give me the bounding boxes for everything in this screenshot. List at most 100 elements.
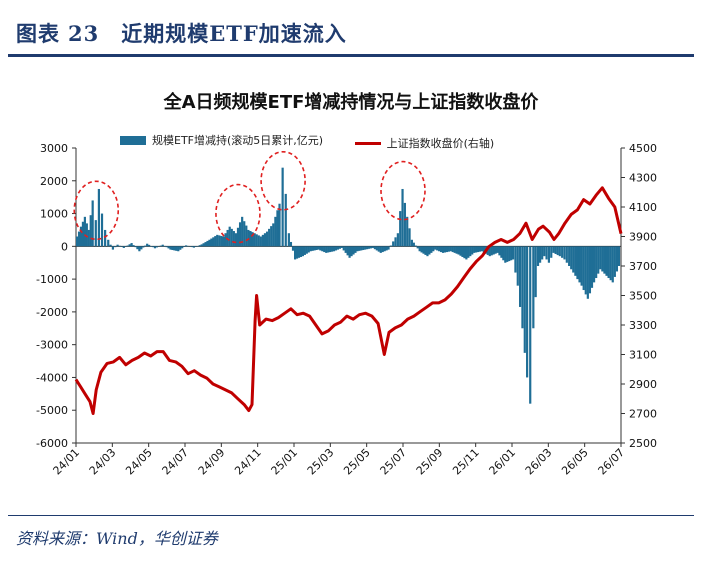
bar — [272, 223, 275, 247]
bar — [377, 246, 380, 252]
y-right-tick-label: 3500 — [629, 290, 657, 303]
bar — [325, 246, 328, 253]
source-note: 资料来源：Wind，华创证券 — [16, 529, 218, 548]
bar — [140, 246, 143, 250]
y-right-tick-label: 2500 — [629, 437, 657, 450]
bar — [603, 246, 606, 274]
bar — [394, 237, 397, 247]
highlight-circle — [260, 150, 306, 211]
x-tick-label: 24/05 — [123, 446, 155, 478]
bar — [323, 246, 326, 253]
bar — [459, 246, 462, 256]
bar — [615, 246, 619, 272]
x-tick-label: 24/03 — [87, 446, 119, 478]
x-tick-label: 25/07 — [378, 446, 410, 478]
bar — [358, 246, 361, 251]
bar — [261, 234, 265, 247]
x-tick-label: 26/03 — [523, 446, 555, 478]
bar — [607, 246, 610, 279]
bar — [434, 246, 437, 250]
bar — [255, 234, 258, 247]
bar — [222, 236, 225, 247]
highlight-circle — [380, 160, 426, 221]
bar — [369, 246, 373, 249]
bar — [334, 246, 338, 251]
bar — [165, 246, 168, 248]
y-right-tick-label: 4300 — [629, 172, 657, 185]
bar — [422, 246, 425, 254]
bar — [586, 246, 589, 299]
bar — [206, 240, 209, 247]
bar — [198, 245, 201, 247]
bar — [249, 231, 252, 247]
bar — [315, 246, 318, 251]
bar — [461, 246, 464, 257]
bar — [455, 246, 458, 254]
bar — [592, 246, 596, 283]
bar — [291, 246, 295, 251]
bar — [494, 246, 497, 254]
bar — [161, 244, 164, 247]
bar — [104, 229, 107, 247]
header-rule — [8, 54, 694, 57]
highlight-circle — [215, 183, 261, 244]
bar — [420, 246, 423, 253]
x-tick-label: 25/01 — [269, 446, 301, 478]
bar — [204, 242, 207, 247]
bar — [120, 246, 123, 247]
bar — [83, 216, 86, 247]
y-right-tick-label: 2900 — [629, 378, 657, 391]
bar — [138, 246, 141, 252]
bar — [348, 246, 351, 258]
figure-title: 图表 23 近期规模ETF加速流入 — [16, 18, 347, 48]
bar — [486, 246, 489, 255]
bar — [132, 245, 135, 247]
bar — [356, 246, 359, 252]
bar — [498, 246, 501, 256]
bar — [445, 246, 449, 253]
x-tick-label: 26/05 — [559, 446, 591, 478]
bar — [344, 246, 347, 253]
bar — [410, 239, 413, 247]
bar — [408, 228, 411, 247]
legend-item-line: 上证指数收盘价(右轴) — [354, 135, 495, 151]
bar — [350, 246, 353, 257]
bar — [329, 246, 332, 253]
bar — [97, 188, 100, 247]
bar — [122, 246, 125, 248]
bar — [226, 229, 229, 247]
bar — [155, 246, 159, 248]
bar — [317, 246, 320, 250]
bar — [91, 200, 94, 247]
bar — [424, 246, 427, 255]
y-left-tick-label: 2000 — [40, 175, 68, 188]
y-left-tick-label: -2000 — [36, 306, 68, 319]
bar — [294, 246, 297, 260]
bar — [311, 246, 314, 251]
bar — [574, 246, 577, 276]
legend-label-line: 上证指数收盘价(右轴) — [386, 137, 495, 150]
bar — [563, 246, 566, 260]
bar — [371, 246, 375, 248]
y-right-tick-label: 4100 — [629, 201, 657, 214]
bar — [473, 246, 476, 253]
bar — [340, 246, 343, 248]
bar — [303, 246, 306, 255]
bar — [512, 246, 515, 260]
bar — [523, 246, 526, 353]
bar — [259, 236, 262, 247]
bar — [192, 246, 195, 248]
bar — [588, 246, 592, 294]
figure-heading: 近期规模ETF加速流入 — [121, 21, 347, 46]
bar — [346, 246, 349, 256]
bar — [570, 246, 573, 270]
bar — [107, 239, 110, 247]
bar — [210, 238, 213, 247]
bar — [367, 246, 371, 249]
bar — [278, 203, 281, 247]
bar — [151, 246, 155, 248]
bar — [381, 246, 384, 253]
chart-legend: 规模ETF增减持(滚动5日累计,亿元) 上证指数收盘价(右轴) — [120, 132, 522, 151]
bar — [379, 246, 382, 253]
